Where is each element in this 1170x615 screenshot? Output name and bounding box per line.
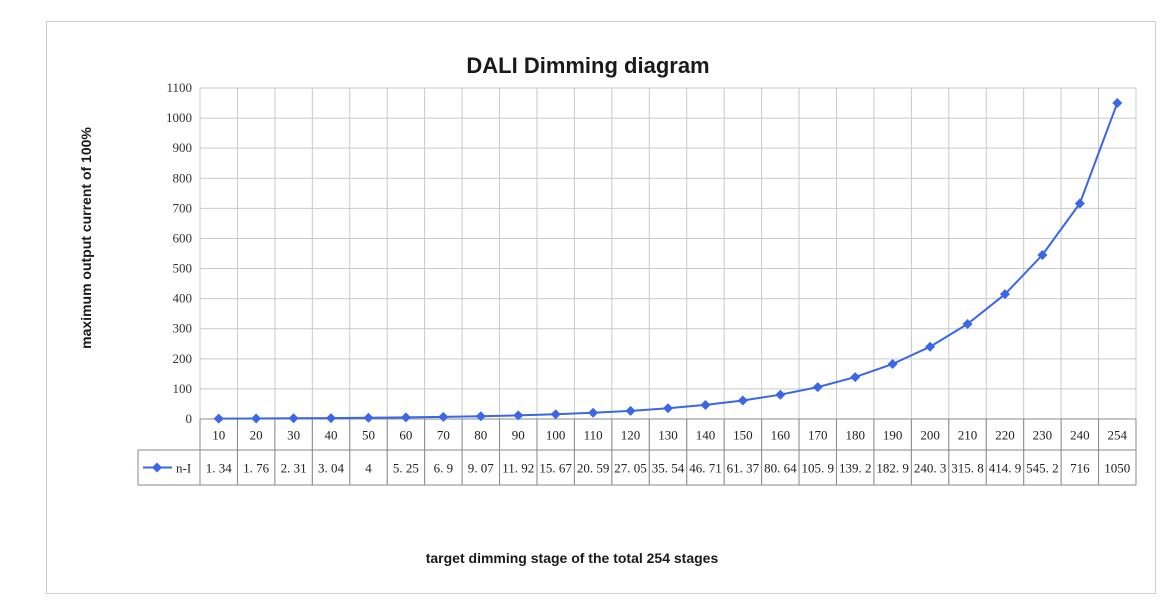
x-category-label: 200 — [920, 428, 940, 443]
y-tick-label: 500 — [173, 261, 193, 276]
data-point — [999, 289, 1010, 300]
x-category-label: 160 — [771, 428, 791, 443]
y-tick-label: 200 — [173, 351, 193, 366]
x-category-label: 110 — [584, 428, 603, 443]
data-value-label: 3. 04 — [318, 461, 345, 476]
data-value-label: 1. 34 — [206, 461, 233, 476]
data-value-label: 315. 8 — [951, 461, 984, 476]
data-value-label: 9. 07 — [468, 461, 495, 476]
data-table: 10 20 30 40 50 60 70 80 90 100 110 120 130 140 150 160 1… — [137, 418, 1137, 486]
y-tick-label: 900 — [173, 140, 193, 155]
data-point — [326, 413, 337, 424]
y-tick-label: 1100 — [166, 80, 192, 95]
data-point — [700, 399, 711, 410]
data-point — [475, 411, 486, 422]
data-point — [213, 413, 224, 424]
x-category-label: 130 — [658, 428, 678, 443]
legend-diamond-marker — [152, 462, 162, 473]
chart-frame — [46, 21, 1156, 594]
x-category-label: 240 — [1070, 428, 1090, 443]
x-category-label: 70 — [437, 428, 450, 443]
x-category-label: 80 — [474, 428, 487, 443]
y-tick-labels: 0 100 200 300 400 500 600 700 800 900 1000 1100 — [166, 80, 192, 426]
data-value-label: 545. 2 — [1026, 461, 1059, 476]
data-value-label: 11. 92 — [502, 461, 534, 476]
data-point — [251, 413, 262, 424]
y-tick-label: 100 — [173, 381, 193, 396]
y-axis-label: maximum output current of 100% — [78, 127, 94, 349]
data-value-label: 105. 9 — [802, 461, 835, 476]
data-value-label: 80. 64 — [764, 461, 797, 476]
data-point — [1037, 249, 1048, 260]
x-category-label: 170 — [808, 428, 828, 443]
x-category-label: 60 — [399, 428, 412, 443]
data-point — [550, 409, 561, 420]
x-category-label: 90 — [512, 428, 525, 443]
x-category-label: 120 — [621, 428, 641, 443]
x-axis-label: target dimming stage of the total 254 st… — [426, 550, 719, 566]
data-value-label: 240. 3 — [914, 461, 947, 476]
data-point — [513, 410, 524, 421]
data-value-label: 61. 37 — [727, 461, 760, 476]
data-point — [925, 341, 936, 352]
y-tick-label: 700 — [173, 200, 193, 215]
y-tick-label: 1000 — [166, 110, 192, 125]
data-point — [1074, 198, 1085, 209]
data-point — [588, 407, 599, 418]
data-point — [812, 382, 823, 393]
y-tick-label: 400 — [173, 291, 193, 306]
data-point — [363, 412, 374, 423]
y-tick-label: 0 — [186, 411, 193, 426]
data-point — [850, 372, 861, 383]
data-value-label: 182. 9 — [876, 461, 909, 476]
data-value-label: 4 — [365, 461, 372, 476]
x-category-label: 180 — [845, 428, 865, 443]
data-value-label: 1. 76 — [243, 461, 270, 476]
data-value-label: 2. 31 — [281, 461, 307, 476]
x-category-label: 20 — [250, 428, 263, 443]
data-point — [887, 358, 898, 369]
series-layer — [213, 98, 1123, 424]
data-value-label: 5. 25 — [393, 461, 419, 476]
y-tick-label: 800 — [173, 170, 193, 185]
data-value-label: 27. 05 — [614, 461, 647, 476]
data-value-label: 15. 67 — [539, 461, 572, 476]
x-category-label: 30 — [287, 428, 300, 443]
data-point — [438, 411, 449, 422]
data-value-label: 20. 59 — [577, 461, 610, 476]
y-tick-label: 300 — [173, 321, 193, 336]
x-category-label: 220 — [995, 428, 1015, 443]
x-category-label: 150 — [733, 428, 753, 443]
data-point — [1112, 98, 1123, 109]
data-value-label: 6. 9 — [434, 461, 454, 476]
data-point — [625, 405, 636, 416]
chart-title: DALI Dimming diagram — [466, 53, 709, 78]
x-category-label: 140 — [696, 428, 716, 443]
data-point — [962, 318, 973, 329]
x-category-label: 10 — [212, 428, 225, 443]
x-category-label: 230 — [1033, 428, 1053, 443]
x-category-label: 100 — [546, 428, 566, 443]
data-value-label: 35. 54 — [652, 461, 685, 476]
x-category-label: 254 — [1108, 428, 1128, 443]
data-value-label: 46. 71 — [689, 461, 722, 476]
gridlines — [199, 87, 1137, 485]
y-tick-label: 600 — [173, 230, 193, 245]
data-point — [663, 403, 673, 414]
data-point — [288, 413, 299, 424]
data-point — [400, 412, 411, 423]
data-value-label: 139. 2 — [839, 461, 872, 476]
x-category-label: 210 — [958, 428, 978, 443]
x-category-label: 40 — [325, 428, 338, 443]
data-value-label: 716 — [1070, 461, 1090, 476]
data-value-label: 414. 9 — [989, 461, 1022, 476]
x-category-label: 50 — [362, 428, 375, 443]
data-value-label: 1050 — [1104, 461, 1130, 476]
series-line — [218, 102, 1119, 420]
x-category-label: 190 — [883, 428, 903, 443]
data-point — [737, 395, 748, 406]
data-point — [775, 389, 786, 400]
legend-series-name: n-I — [176, 461, 191, 476]
